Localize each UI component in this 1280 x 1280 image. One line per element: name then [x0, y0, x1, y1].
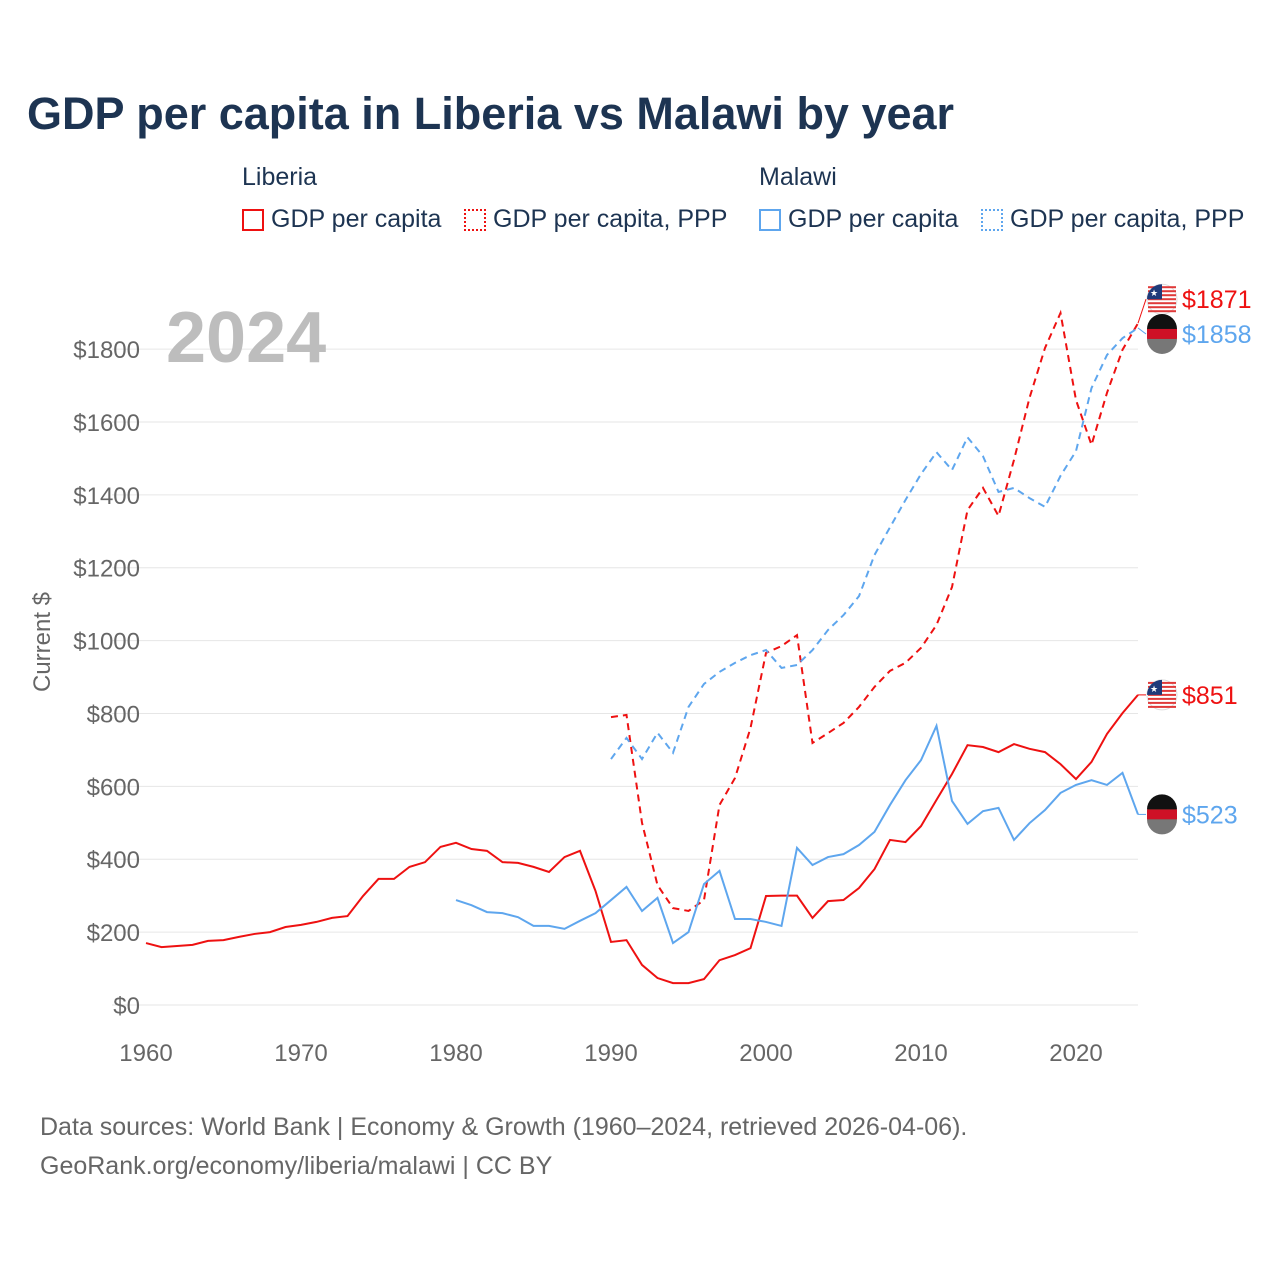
legend-liberia-ppp[interactable]: GDP per capita, PPP [464, 205, 727, 234]
y-tick-label: $1800 [73, 337, 140, 364]
flag-stripe [1148, 302, 1176, 305]
legend-malawi-ppp[interactable]: GDP per capita, PPP [981, 205, 1244, 234]
source-line-2[interactable]: GeoRank.org/economy/liberia/malawi | CC … [40, 1152, 553, 1180]
flag-stripe [1148, 701, 1176, 704]
flag-canton [1147, 679, 1162, 695]
flag-band [1147, 313, 1177, 329]
year-label: 2024 [166, 298, 326, 378]
flag-band [1147, 338, 1177, 354]
legend-swatch [242, 208, 264, 231]
chart-title: GDP per capita in Liberia vs Malawi by y… [27, 88, 955, 139]
y-tick-label: $1000 [73, 629, 140, 656]
y-tick-label: $1200 [73, 556, 140, 583]
flag-band [1147, 809, 1177, 820]
x-tick-label: 1980 [429, 1040, 482, 1067]
legend-malawi-gdp[interactable]: GDP per capita [759, 205, 958, 234]
legend-label: GDP per capita, PPP [1010, 205, 1245, 233]
legend-swatch [464, 208, 486, 231]
legend-swatch [981, 208, 1003, 231]
end-value-label: $523 [1182, 801, 1238, 829]
legend-liberia-gdp[interactable]: GDP per capita [242, 205, 441, 234]
flag-band [1147, 328, 1177, 339]
legend-label: GDP per capita [788, 205, 959, 233]
legend-swatch [759, 208, 781, 231]
flag-star: ★ [1150, 288, 1158, 298]
flag-stripe [1148, 705, 1176, 708]
series-line-malawi-gdp [455, 722, 1139, 945]
legend-label: GDP per capita, PPP [493, 205, 728, 233]
legend-group-liberia: Liberia [242, 163, 318, 191]
y-tick-label: $0 [113, 993, 140, 1020]
end-value-label: $1871 [1182, 286, 1252, 314]
flag-star: ★ [1150, 684, 1158, 694]
flag-canton [1147, 284, 1162, 300]
end-value-label: $1858 [1182, 321, 1252, 349]
x-tick-label: 2000 [739, 1040, 792, 1067]
y-tick-label: $1400 [73, 483, 140, 510]
x-tick-label: 1970 [274, 1040, 327, 1067]
flag-band [1147, 819, 1177, 835]
x-tick-label: 1960 [119, 1040, 172, 1067]
y-axis-label: Current $ [29, 592, 56, 692]
flag-stripe [1148, 697, 1176, 700]
y-tick-label: $1600 [73, 410, 140, 437]
legend-group-malawi: Malawi [759, 163, 837, 191]
y-tick-label: $400 [87, 847, 140, 874]
source-note: Data sources: World Bank | Economy & Gro… [40, 1108, 967, 1186]
series-line-liberia-ppp [610, 309, 1139, 913]
series-line-liberia-gdp [145, 694, 1139, 985]
x-tick-label: 2020 [1049, 1040, 1102, 1067]
label-connector [1137, 327, 1147, 335]
series-line-malawi-ppp [610, 327, 1139, 761]
flag-stripe [1148, 306, 1176, 309]
source-line-1: Data sources: World Bank | Economy & Gro… [40, 1113, 968, 1141]
y-tick-label: $600 [87, 774, 140, 801]
label-connector [1137, 299, 1147, 324]
x-tick-label: 1990 [584, 1040, 637, 1067]
flag-band [1147, 794, 1177, 810]
end-value-label: $851 [1182, 682, 1238, 710]
x-tick-label: 2010 [894, 1040, 947, 1067]
legend-label: GDP per capita [271, 205, 442, 233]
flag-stripe [1148, 310, 1176, 313]
y-tick-label: $200 [87, 920, 140, 947]
y-tick-label: $800 [87, 701, 140, 728]
